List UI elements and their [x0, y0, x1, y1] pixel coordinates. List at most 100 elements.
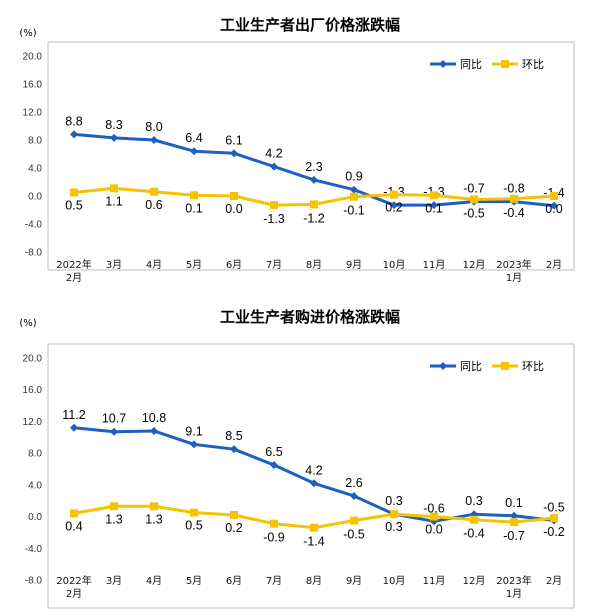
- data-point: [150, 136, 158, 144]
- data-label: 4.2: [265, 147, 282, 161]
- legend-marker: [501, 362, 509, 370]
- y-tick-label: -8.0: [25, 576, 43, 587]
- y-tick-label: -4.0: [25, 220, 43, 231]
- data-label: -0.8: [503, 182, 525, 196]
- data-point: [430, 512, 438, 521]
- data-label: 0.2: [225, 521, 242, 535]
- data-label: 1.1: [105, 194, 122, 208]
- plot-area: [47, 343, 575, 609]
- y-tick-label: 16.0: [23, 80, 43, 91]
- data-point: [310, 175, 318, 184]
- data-label: 0.2: [385, 201, 402, 215]
- y-tick-label: 0.0: [28, 192, 42, 203]
- x-tick-label: 6月: [226, 575, 242, 587]
- x-tick-label: 4月: [146, 575, 162, 587]
- data-label: -0.4: [463, 527, 485, 541]
- data-point: [430, 201, 438, 210]
- chart-title: 工业生产者出厂价格涨跌幅: [220, 16, 400, 34]
- data-point: [190, 508, 198, 517]
- data-point: [350, 192, 358, 201]
- data-point: [110, 502, 118, 511]
- data-label: 0.9: [345, 170, 362, 184]
- data-point: [390, 510, 398, 519]
- data-point: [230, 445, 238, 454]
- data-label: 0.1: [425, 201, 442, 215]
- x-tick-label: 5月: [186, 259, 202, 271]
- x-tick-label: 9月: [346, 575, 362, 587]
- data-label: 8.5: [225, 429, 242, 443]
- plot-area: [47, 41, 575, 271]
- data-point: [470, 510, 478, 519]
- data-point: [550, 514, 558, 523]
- data-point: [270, 162, 278, 171]
- y-tick-label: 20.0: [23, 52, 43, 63]
- x-tick-label: 7月: [266, 575, 282, 587]
- y-tick-label: 12.0: [23, 417, 43, 428]
- data-point: [470, 515, 478, 524]
- data-label: 11.2: [62, 408, 85, 422]
- data-label: 0.1: [185, 201, 202, 215]
- legend-label: 同比: [460, 58, 482, 71]
- data-point: [110, 133, 118, 142]
- legend-label: 环比: [522, 58, 544, 71]
- data-label: 8.8: [65, 114, 82, 128]
- data-label: 0.3: [465, 494, 482, 508]
- data-label: 0.1: [505, 496, 522, 510]
- data-label: 0.3: [385, 494, 402, 508]
- x-tick-label: 2月: [546, 259, 562, 271]
- data-point: [550, 192, 558, 200]
- y-unit-label: (%): [19, 28, 36, 39]
- data-point: [510, 518, 518, 527]
- data-point: [230, 192, 238, 200]
- data-label: 1.3: [105, 512, 122, 526]
- data-point: [310, 200, 318, 209]
- data-point: [430, 191, 438, 200]
- chart-ppi-purchase: 工业生产者购进价格涨跌幅 (%) 20.0 16.0 12.0 8.0 4.0 0.0 -4.0…: [0, 308, 596, 616]
- y-tick-label: 20.0: [23, 354, 43, 365]
- data-point: [230, 149, 238, 158]
- data-label: -0.4: [503, 206, 525, 220]
- x-tick-label: 8月: [306, 575, 322, 587]
- data-point: [190, 147, 198, 156]
- x-tick-label: 2022年: [56, 574, 91, 587]
- x-tick-label: 2月: [66, 588, 82, 600]
- x-tick-label: 2023年: [496, 574, 531, 587]
- legend-marker: [439, 362, 447, 370]
- data-point: [350, 185, 358, 194]
- legend-marker: [439, 60, 447, 68]
- data-label: -0.2: [543, 525, 565, 539]
- data-point: [110, 427, 118, 436]
- data-point: [270, 519, 278, 528]
- data-point: [110, 184, 118, 193]
- x-tick-label: 9月: [346, 259, 362, 271]
- data-label: -0.5: [463, 207, 485, 221]
- data-point: [150, 502, 158, 511]
- data-label: 6.5: [265, 445, 282, 459]
- data-label: 10.7: [102, 412, 126, 426]
- legend-label: 环比: [522, 360, 544, 373]
- data-point: [350, 491, 358, 500]
- data-label: 0.0: [425, 523, 442, 537]
- x-tick-label: 8月: [306, 259, 322, 271]
- data-label: -0.7: [503, 529, 525, 543]
- data-point: [430, 517, 438, 526]
- data-point: [390, 201, 398, 210]
- x-tick-label: 2月: [546, 575, 562, 587]
- data-point: [510, 194, 518, 203]
- legend-marker: [501, 60, 509, 68]
- data-point: [190, 191, 198, 200]
- data-label: -0.6: [423, 501, 445, 515]
- y-tick-label: 16.0: [23, 385, 43, 396]
- data-point: [150, 426, 158, 435]
- data-point: [550, 201, 558, 210]
- data-point: [310, 523, 318, 532]
- data-label: -0.9: [263, 531, 285, 545]
- data-label: 2.3: [305, 160, 322, 174]
- y-unit-label: (%): [19, 318, 36, 329]
- data-label: 8.0: [145, 120, 162, 134]
- x-tick-label: 10月: [383, 259, 406, 271]
- data-label: 0.6: [145, 198, 162, 212]
- y-tick-label: -8.0: [25, 248, 43, 259]
- data-point: [230, 510, 238, 519]
- x-tick-label: 1月: [506, 588, 522, 600]
